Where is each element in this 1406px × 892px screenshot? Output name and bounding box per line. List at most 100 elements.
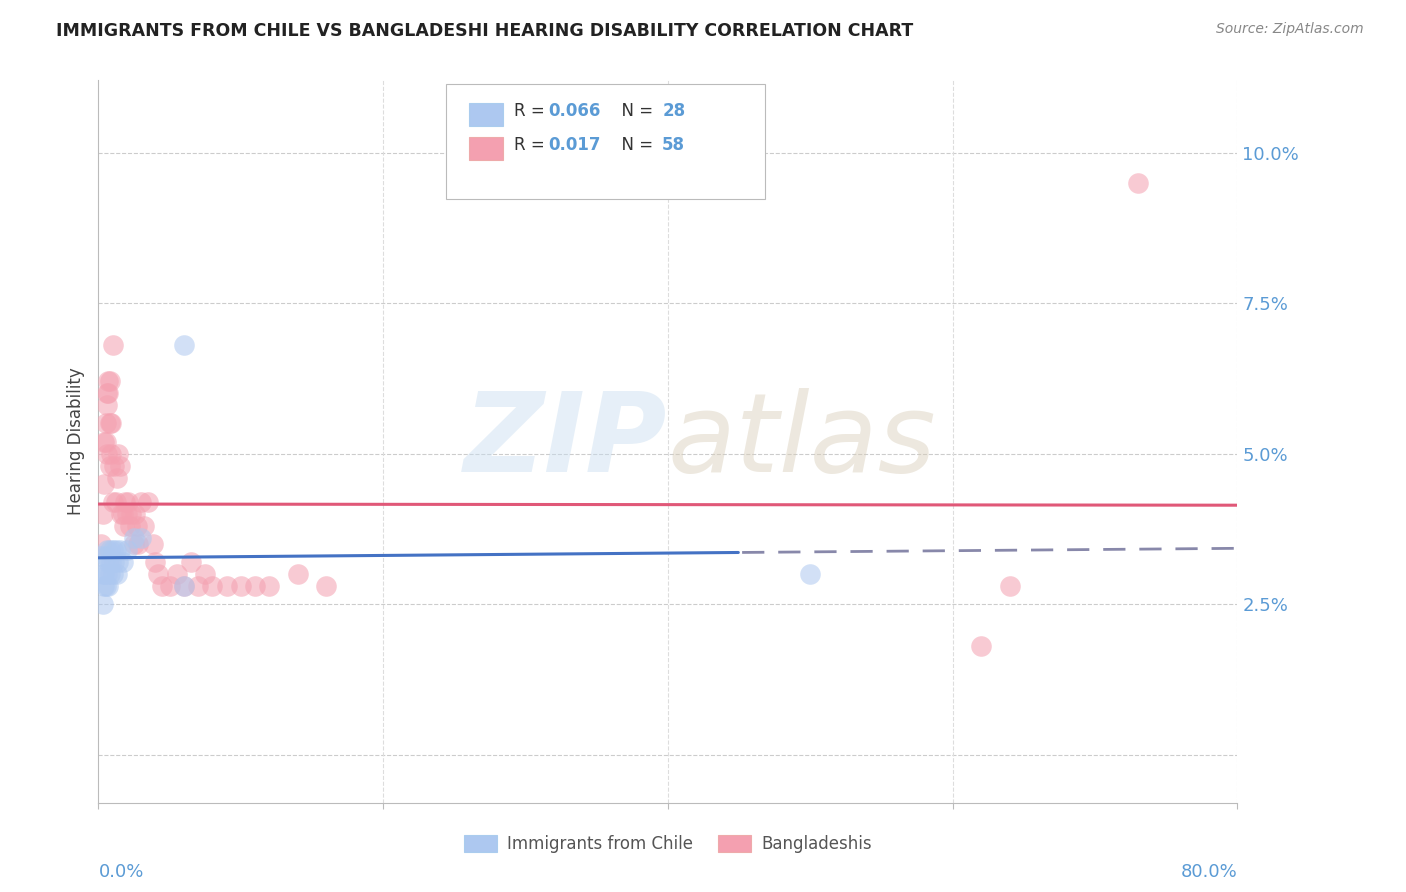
- Y-axis label: Hearing Disability: Hearing Disability: [66, 368, 84, 516]
- Point: [215, 579, 238, 593]
- Point: [108, 542, 131, 557]
- Point: [94, 579, 117, 593]
- Point: [122, 537, 145, 551]
- Point: [105, 567, 128, 582]
- Point: [114, 494, 136, 508]
- Point: [799, 567, 821, 582]
- Point: [97, 555, 120, 569]
- Point: [97, 579, 120, 593]
- Point: [111, 507, 134, 521]
- Point: [127, 537, 149, 551]
- Point: [98, 542, 121, 557]
- Point: [124, 507, 146, 521]
- Point: [107, 446, 129, 460]
- Point: [970, 639, 993, 653]
- Point: [115, 507, 138, 521]
- Point: [96, 386, 118, 401]
- Point: [100, 555, 122, 569]
- Point: [96, 567, 118, 582]
- Point: [100, 446, 122, 460]
- Point: [94, 549, 117, 563]
- Point: [107, 555, 129, 569]
- Point: [90, 549, 112, 563]
- Point: [111, 555, 134, 569]
- Point: [93, 567, 115, 582]
- Text: 0.066: 0.066: [548, 103, 600, 120]
- Point: [141, 537, 163, 551]
- Point: [105, 470, 128, 484]
- Point: [129, 531, 152, 545]
- Point: [103, 458, 125, 473]
- Text: N =: N =: [612, 136, 658, 154]
- Text: 0.0%: 0.0%: [98, 863, 143, 881]
- Point: [94, 417, 117, 431]
- Point: [91, 567, 114, 582]
- Text: ZIP: ZIP: [464, 388, 668, 495]
- Point: [136, 494, 159, 508]
- Point: [96, 446, 118, 460]
- Point: [1126, 176, 1149, 190]
- Text: Source: ZipAtlas.com: Source: ZipAtlas.com: [1216, 22, 1364, 37]
- Point: [91, 597, 114, 611]
- Point: [101, 494, 124, 508]
- Point: [98, 567, 121, 582]
- FancyBboxPatch shape: [468, 103, 503, 126]
- FancyBboxPatch shape: [468, 136, 503, 160]
- Point: [93, 579, 115, 593]
- Point: [97, 386, 120, 401]
- Text: N =: N =: [612, 103, 658, 120]
- Point: [122, 531, 145, 545]
- FancyBboxPatch shape: [446, 84, 765, 200]
- Point: [100, 417, 122, 431]
- Point: [125, 518, 148, 533]
- Point: [201, 579, 224, 593]
- Text: 28: 28: [662, 103, 685, 120]
- Point: [112, 518, 135, 533]
- Legend: Immigrants from Chile, Bangladeshis: Immigrants from Chile, Bangladeshis: [457, 828, 879, 860]
- Point: [97, 374, 120, 388]
- Point: [98, 417, 121, 431]
- Point: [94, 434, 117, 449]
- Point: [152, 579, 174, 593]
- Point: [115, 542, 138, 557]
- Point: [166, 567, 188, 582]
- Point: [118, 518, 141, 533]
- Point: [90, 537, 112, 551]
- Point: [132, 518, 155, 533]
- Point: [173, 338, 195, 352]
- Point: [148, 567, 170, 582]
- Point: [104, 542, 127, 557]
- Text: R =: R =: [515, 103, 550, 120]
- Point: [129, 494, 152, 508]
- Point: [110, 507, 132, 521]
- Point: [103, 555, 125, 569]
- Point: [315, 579, 337, 593]
- Point: [159, 579, 181, 593]
- Point: [120, 507, 142, 521]
- Point: [180, 555, 202, 569]
- Point: [101, 338, 124, 352]
- Point: [187, 579, 209, 593]
- Point: [998, 579, 1021, 593]
- Point: [101, 542, 124, 557]
- Point: [104, 494, 127, 508]
- Text: 0.017: 0.017: [548, 136, 600, 154]
- Point: [93, 476, 115, 491]
- Point: [101, 567, 124, 582]
- Text: 58: 58: [662, 136, 685, 154]
- Point: [96, 542, 118, 557]
- Point: [229, 579, 252, 593]
- Text: R =: R =: [515, 136, 550, 154]
- Point: [243, 579, 266, 593]
- Point: [93, 434, 115, 449]
- Point: [287, 567, 309, 582]
- Point: [194, 567, 217, 582]
- Point: [173, 579, 195, 593]
- Point: [98, 458, 121, 473]
- Point: [96, 398, 118, 412]
- Point: [173, 579, 195, 593]
- Point: [91, 507, 114, 521]
- Text: 80.0%: 80.0%: [1181, 863, 1237, 881]
- Point: [108, 458, 131, 473]
- Point: [117, 494, 139, 508]
